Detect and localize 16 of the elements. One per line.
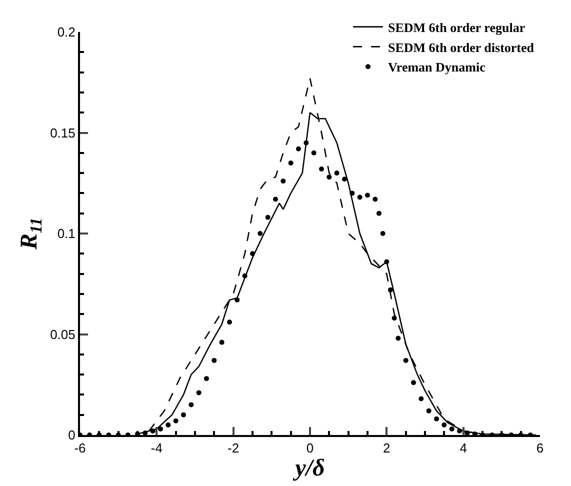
legend-label: SEDM 6th order distorted — [388, 40, 535, 55]
x-tick-label: 0 — [306, 440, 314, 456]
x-tick-label: -2 — [228, 440, 240, 456]
x-tick-label: 4 — [460, 440, 467, 456]
x-tick-label: 2 — [383, 440, 390, 456]
legend-label: SEDM 6th order regular — [388, 20, 526, 35]
y-tick-label: 0.1 — [57, 226, 76, 242]
x-tick-label: -4 — [150, 440, 162, 456]
y-tick-label: 0.15 — [50, 125, 76, 140]
y-tick-label: 0.2 — [57, 24, 76, 40]
x-axis-title: y/δ — [292, 456, 325, 482]
y-tick-label: 0.05 — [50, 326, 76, 342]
x-tick-label: -6 — [74, 440, 86, 456]
legend-label: Vreman Dynamic — [388, 60, 486, 75]
x-tick-label: 6 — [536, 440, 544, 456]
y-tick-label: 0 — [68, 428, 76, 443]
